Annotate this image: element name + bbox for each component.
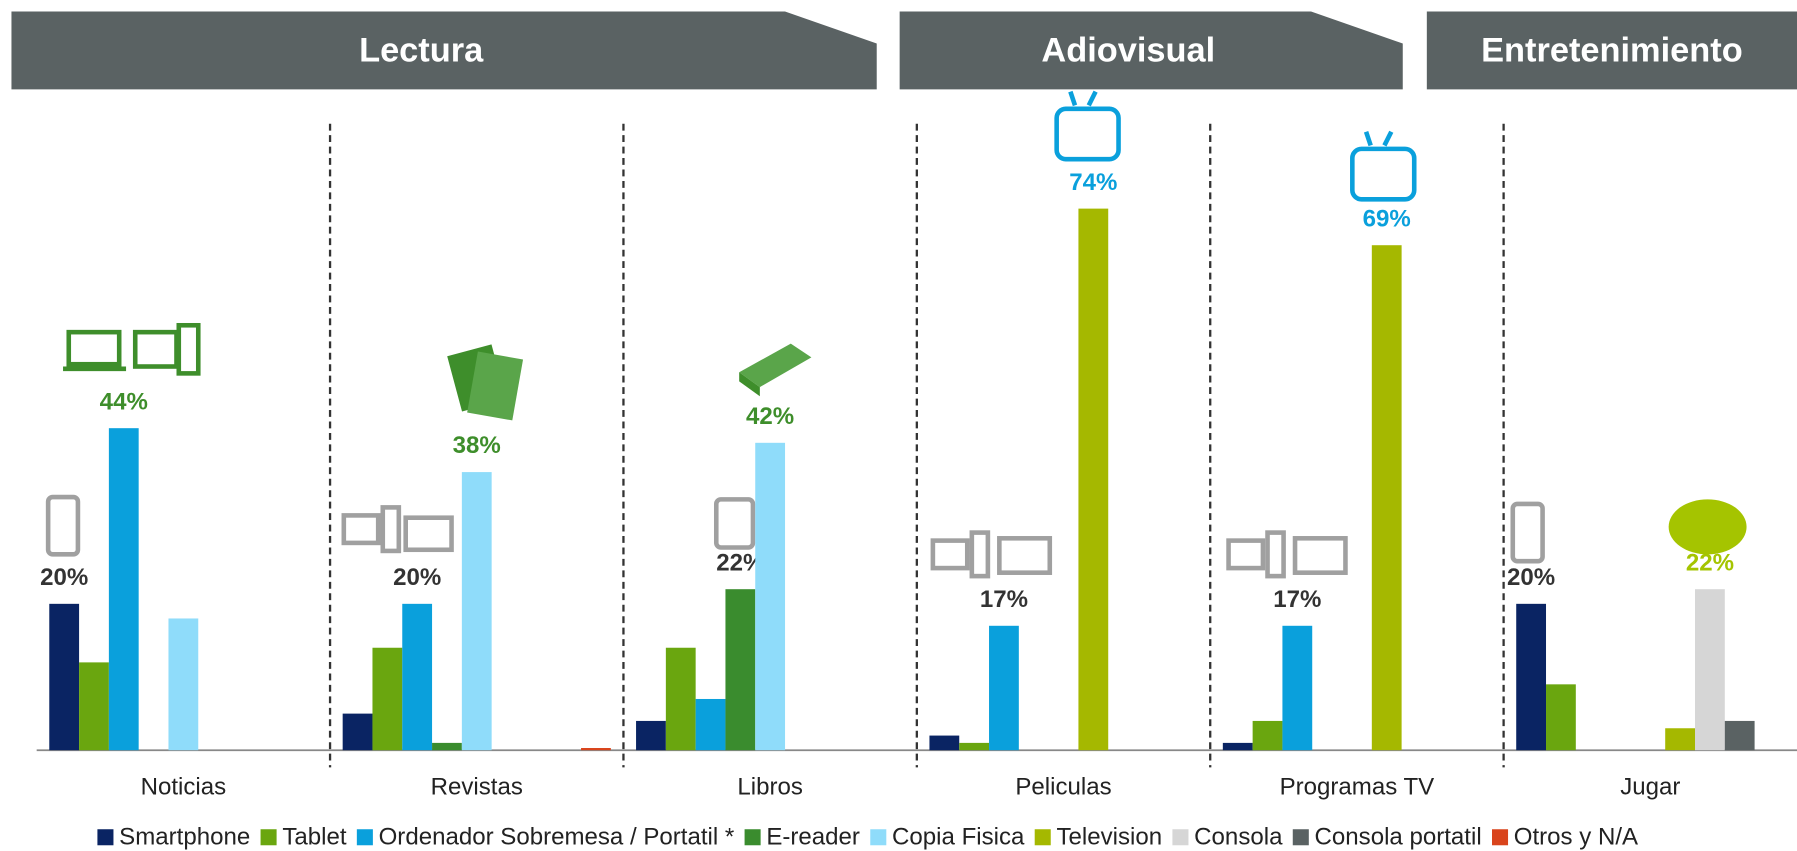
data-label: 20% [393, 564, 441, 591]
bar [343, 714, 373, 751]
x-tick-label: Jugar [1620, 773, 1680, 800]
bar [696, 699, 726, 750]
bar [1695, 589, 1725, 750]
section-title: Adiovisual [1041, 32, 1215, 70]
legend-swatch [745, 829, 761, 845]
legend-label: Otros y N/A [1514, 824, 1638, 851]
data-label: 20% [1507, 564, 1555, 591]
data-label: 17% [980, 586, 1028, 613]
legend-swatch [1172, 829, 1188, 845]
legend-label: Consola [1194, 824, 1283, 851]
bar [1253, 721, 1283, 750]
computer-icon [1229, 533, 1346, 577]
data-label: 38% [453, 432, 501, 459]
bar [49, 604, 79, 750]
magazine-icon [447, 344, 523, 420]
legend-swatch [870, 829, 886, 845]
chart: Lectura Adiovisual Entretenimiento Noticias… [0, 0, 1797, 851]
bar [666, 648, 696, 750]
legend-label: Consola portatil [1315, 824, 1482, 851]
bar [1516, 604, 1546, 750]
tv-icon [1352, 132, 1414, 200]
bar [79, 662, 109, 750]
phone-icon [1513, 504, 1543, 561]
bar [1665, 728, 1695, 750]
legend-label: Copia Fisica [892, 824, 1025, 851]
data-label: 17% [1273, 586, 1321, 613]
bar [1546, 684, 1576, 750]
data-label: 44% [100, 388, 148, 415]
bar [432, 743, 462, 750]
computer-icon [933, 533, 1050, 577]
bar [168, 618, 198, 750]
legend-label: Ordenador Sobremesa / Portatil * [379, 824, 735, 851]
bar [1725, 721, 1755, 750]
legend-label: E-reader [766, 824, 860, 851]
data-label: 22% [1686, 549, 1734, 576]
bar [402, 604, 432, 750]
section-title: Entretenimiento [1481, 32, 1743, 70]
page: Lectura Adiovisual Entretenimiento Noticias… [0, 0, 1797, 851]
legend-swatch [97, 829, 113, 845]
legend-swatch [261, 829, 277, 845]
bar [989, 626, 1019, 750]
legend-swatch [1293, 829, 1309, 845]
tv-icon [1057, 92, 1119, 160]
data-label: 20% [40, 564, 88, 591]
x-tick-label: Noticias [141, 773, 227, 800]
x-tick-label: Libros [737, 773, 803, 800]
bar [372, 648, 402, 750]
phone-icon [48, 497, 78, 554]
computer-icon [63, 325, 198, 373]
computer-icon [344, 507, 452, 551]
bar [1372, 245, 1402, 750]
legend-label: Smartphone [119, 824, 250, 851]
bar [1078, 209, 1108, 751]
tablet-icon [716, 499, 753, 547]
icons [48, 92, 1746, 576]
legend-swatch [1492, 829, 1508, 845]
data-label: 69% [1363, 205, 1411, 232]
bar [462, 472, 492, 750]
bar [636, 721, 666, 750]
bar [1282, 626, 1312, 750]
section-title: Lectura [359, 32, 484, 70]
data-label: 74% [1069, 169, 1117, 196]
bar [725, 589, 755, 750]
bar [109, 428, 139, 750]
legend-swatch [357, 829, 373, 845]
legend-label: Television [1056, 824, 1162, 851]
gamepad-icon [1669, 499, 1747, 554]
x-tick-label: Peliculas [1015, 773, 1111, 800]
bar [929, 736, 959, 751]
bar [755, 443, 785, 750]
x-tick-label: Revistas [431, 773, 523, 800]
legend-label: Tablet [282, 824, 347, 851]
book-icon [739, 344, 811, 397]
bar [1223, 743, 1253, 750]
x-tick-label: Programas TV [1280, 773, 1435, 800]
bar [581, 748, 611, 750]
bar [959, 743, 989, 750]
legend-swatch [1035, 829, 1051, 845]
data-label: 42% [746, 403, 794, 430]
